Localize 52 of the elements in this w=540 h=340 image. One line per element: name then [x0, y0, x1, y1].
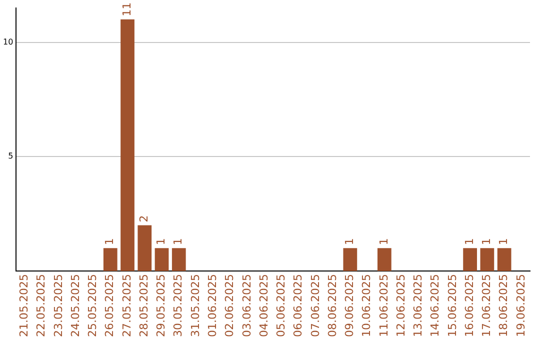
x-tick-label: 11.06.2025	[377, 274, 390, 338]
x-tick-label: 14.06.2025	[428, 274, 442, 338]
data-label: 1	[497, 238, 510, 246]
x-tick-label: 09.06.2025	[343, 274, 356, 338]
x-tick-label: 07.06.2025	[308, 274, 322, 338]
x-tick-label: 10.06.2025	[360, 274, 374, 338]
x-tick-label: 28.05.2025	[137, 274, 150, 338]
bar	[138, 225, 152, 272]
x-tick-label: 23.05.2025	[52, 274, 65, 338]
x-tick-label: 16.06.2025	[462, 274, 476, 338]
bar	[497, 248, 512, 272]
x-tick-label: 05.06.2025	[274, 274, 288, 338]
data-label: 1	[172, 238, 185, 246]
data-label: 1	[480, 238, 494, 246]
bar	[377, 248, 392, 272]
bar	[343, 248, 358, 272]
y-tick-label: 5	[8, 152, 14, 161]
x-tick-label: 25.05.2025	[86, 274, 100, 338]
x-tick-label: 04.06.2025	[257, 274, 270, 338]
x-tick-label: 06.06.2025	[292, 274, 305, 338]
x-tick-label: 17.06.2025	[480, 274, 494, 338]
x-tick-label: 19.06.2025	[514, 274, 528, 338]
bar	[463, 248, 477, 272]
x-tick-label: 27.05.2025	[120, 274, 134, 338]
x-tick-label: 15.06.2025	[446, 274, 459, 338]
x-tick-label: 26.05.2025	[103, 274, 116, 338]
x-tick-label: 30.05.2025	[172, 274, 185, 338]
data-label: 1	[103, 238, 116, 246]
x-tick-label: 29.05.2025	[154, 274, 168, 338]
x-tick-label: 22.05.2025	[34, 274, 48, 338]
bar	[120, 19, 134, 272]
x-tick-label: 18.06.2025	[497, 274, 510, 338]
bar	[480, 248, 494, 272]
x-tick-label: 13.06.2025	[412, 274, 425, 338]
x-tick-label: 31.05.2025	[188, 274, 202, 338]
y-tick-label: 10	[2, 37, 14, 46]
bar	[103, 248, 118, 272]
data-label: 11	[120, 2, 134, 16]
x-tick-label: 24.05.2025	[68, 274, 82, 338]
x-tick-label: 21.05.2025	[18, 274, 31, 338]
data-label: 1	[377, 238, 390, 246]
bar	[154, 248, 169, 272]
data-label: 2	[137, 215, 150, 222]
data-label: 1	[154, 238, 168, 246]
x-tick-label: 01.06.2025	[206, 274, 220, 338]
bar	[172, 248, 186, 272]
x-tick-label: 03.06.2025	[240, 274, 254, 338]
x-tick-label: 08.06.2025	[326, 274, 339, 338]
x-tick-label: 02.06.2025	[223, 274, 236, 338]
data-label: 1	[343, 238, 356, 246]
x-tick-label: 12.06.2025	[394, 274, 408, 338]
data-label: 1	[462, 238, 476, 246]
